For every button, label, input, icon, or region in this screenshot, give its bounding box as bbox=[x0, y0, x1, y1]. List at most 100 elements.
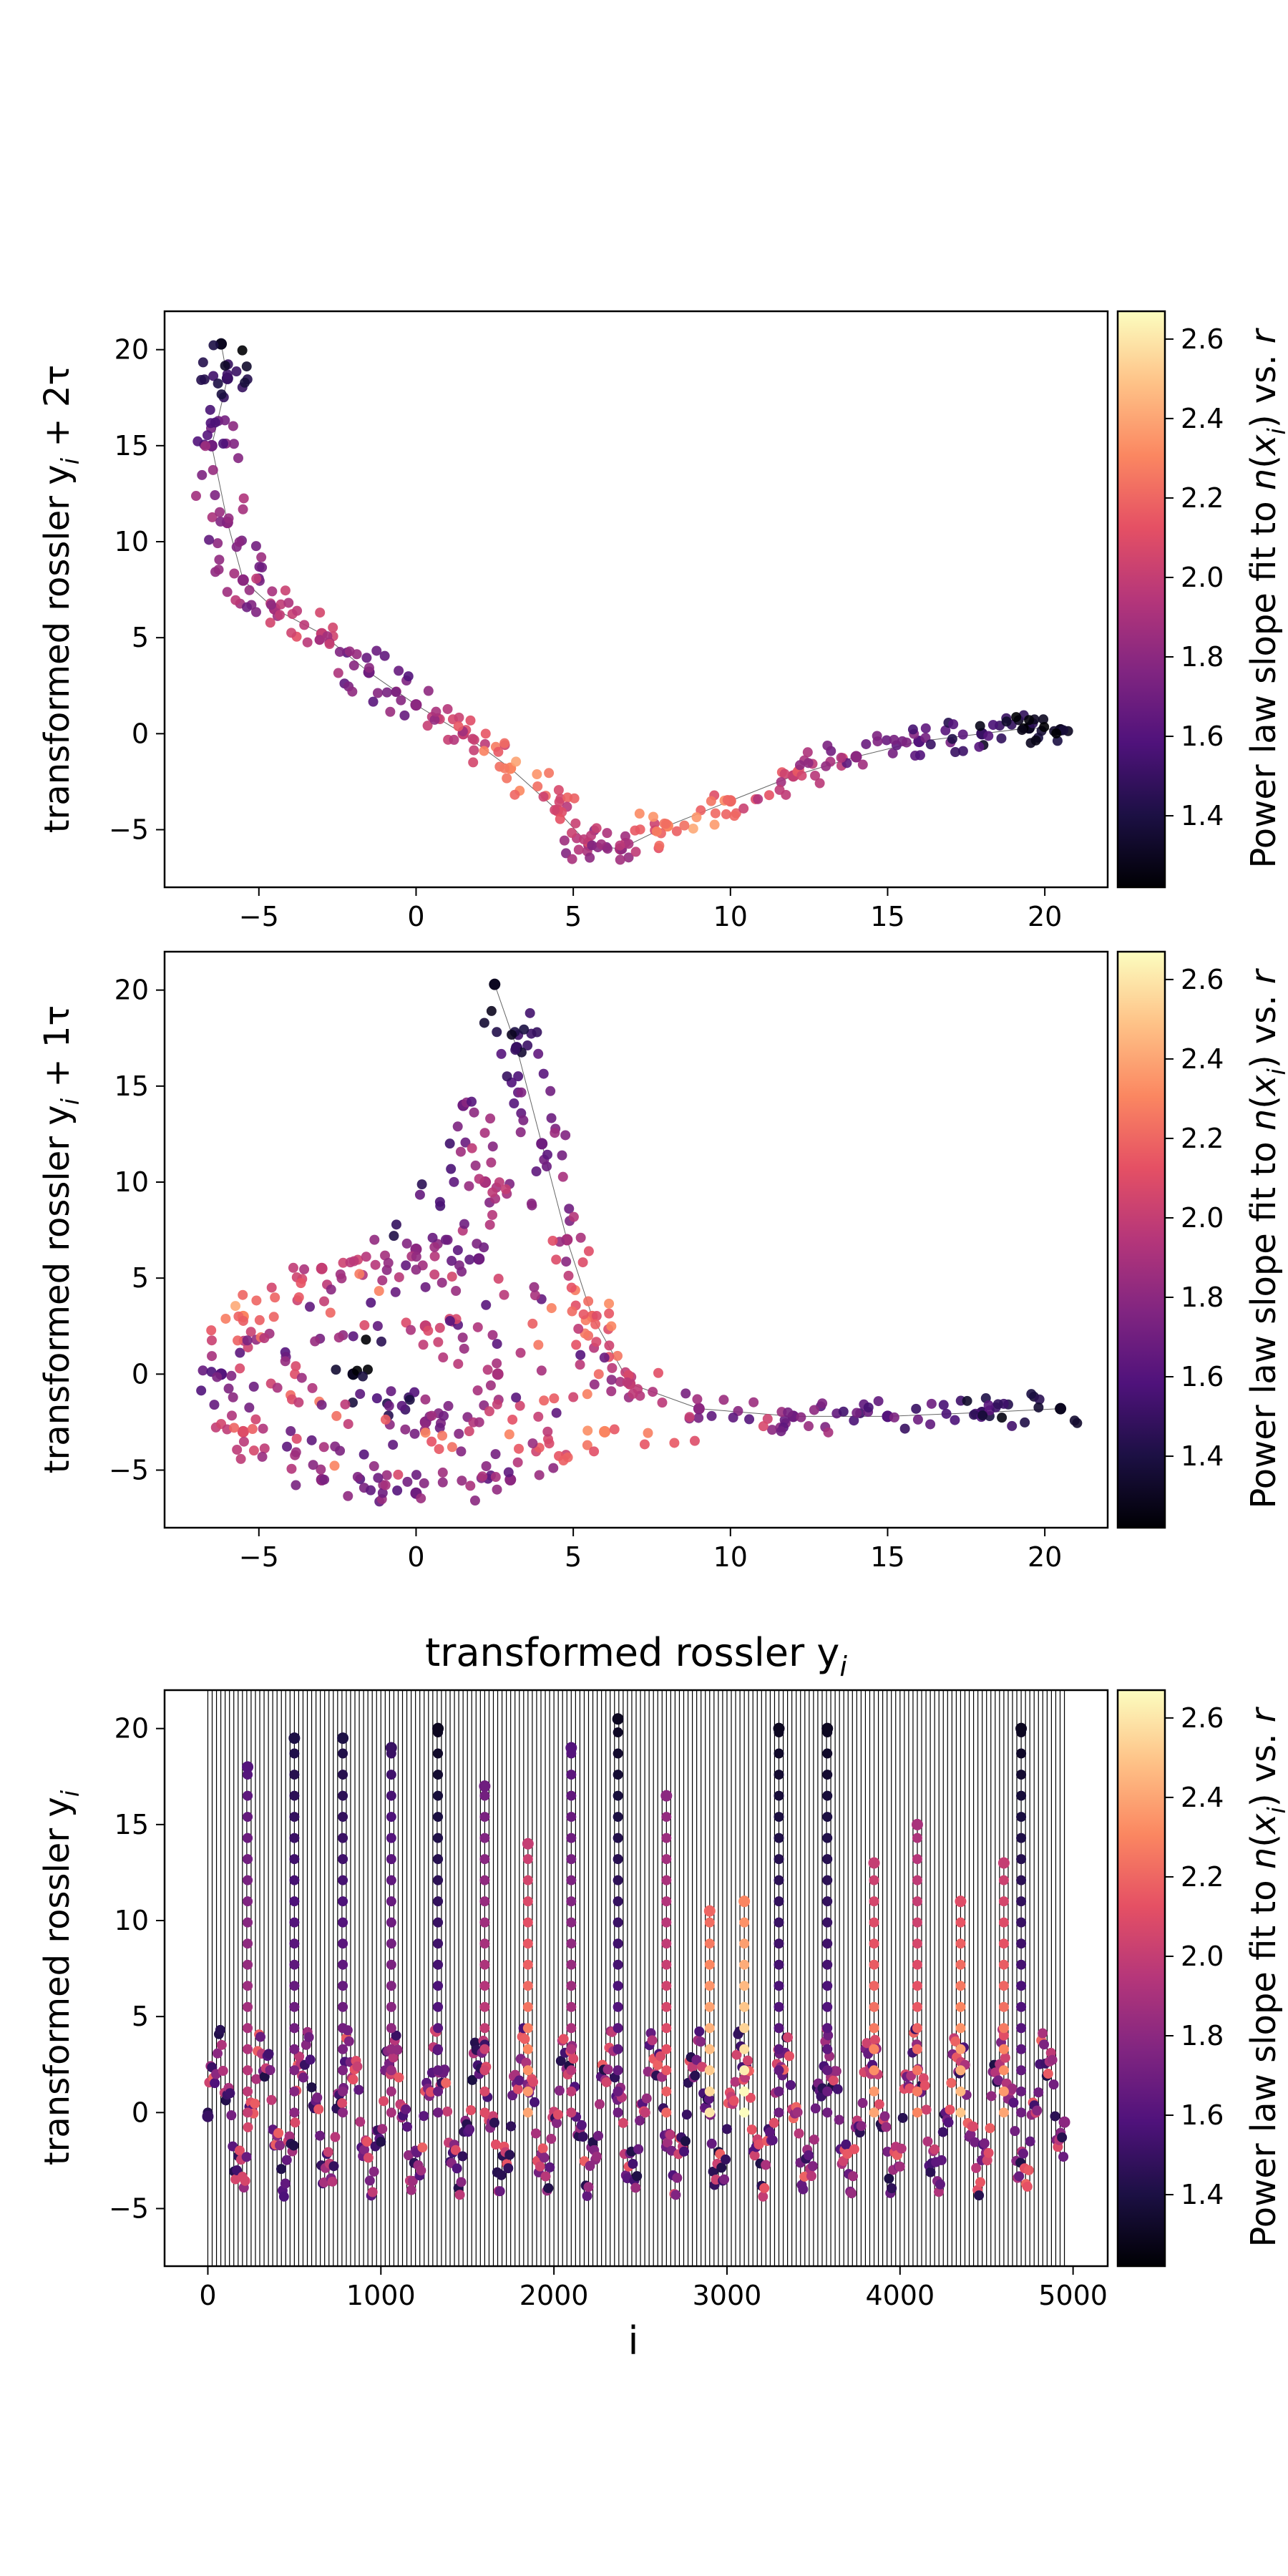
signal-point bbox=[856, 2121, 867, 2132]
signal-point bbox=[251, 2074, 262, 2084]
signal-point bbox=[315, 2130, 326, 2141]
trajectory-marker bbox=[419, 1478, 429, 1488]
trajectory-marker bbox=[470, 1160, 481, 1171]
signal-point bbox=[364, 2175, 375, 2186]
trajectory-marker bbox=[377, 1275, 388, 1286]
trajectory-marker bbox=[525, 1008, 535, 1018]
spike-point bbox=[522, 2107, 533, 2118]
trajectory-marker bbox=[446, 1163, 457, 1174]
trajectory-marker bbox=[451, 1285, 462, 1296]
signal-point bbox=[946, 2077, 957, 2088]
trajectory-marker bbox=[901, 737, 912, 748]
spike-point bbox=[338, 2107, 348, 2118]
trajectory-marker bbox=[209, 1400, 220, 1410]
spike-point bbox=[661, 1938, 672, 1949]
spike-point bbox=[998, 2044, 1009, 2054]
spike-point bbox=[912, 2001, 922, 2012]
colorbar-tick-label: 1.6 bbox=[1181, 2099, 1224, 2131]
colorbar-tick-label: 2.0 bbox=[1181, 1202, 1224, 1234]
trajectory-marker bbox=[437, 1430, 448, 1441]
trajectory-marker bbox=[1007, 1420, 1018, 1431]
trajectory-marker bbox=[329, 1460, 340, 1471]
spike-point bbox=[1016, 1770, 1027, 1780]
spike-point bbox=[955, 2065, 966, 2076]
trajectory-marker bbox=[208, 371, 219, 381]
trajectory-marker bbox=[372, 688, 383, 698]
signal-point bbox=[1000, 2052, 1010, 2063]
signal-point bbox=[425, 2087, 436, 2097]
signal-point bbox=[745, 2092, 756, 2103]
spike-point bbox=[661, 1812, 672, 1823]
signal-point bbox=[583, 2182, 594, 2192]
trajectory-marker bbox=[333, 668, 343, 678]
spike-point bbox=[243, 2107, 253, 2118]
spike-point bbox=[955, 2023, 966, 2034]
signal-point bbox=[804, 2150, 814, 2161]
trajectory-marker bbox=[388, 1440, 399, 1450]
trajectory-marker bbox=[399, 710, 410, 721]
plot-frame bbox=[163, 1689, 1109, 2268]
trajectory-marker bbox=[420, 1428, 431, 1438]
spike-point bbox=[338, 1812, 348, 1823]
trajectory-marker bbox=[310, 1336, 321, 1347]
signal-point bbox=[306, 2082, 317, 2093]
spike-point bbox=[912, 1854, 922, 1865]
trajectory-marker bbox=[567, 854, 577, 864]
spike-point bbox=[243, 2044, 253, 2054]
spike-point bbox=[774, 1981, 784, 1991]
signal-point bbox=[672, 2172, 683, 2183]
trajectory-marker bbox=[744, 1414, 755, 1425]
trajectory-marker bbox=[474, 1174, 484, 1184]
trajectory-marker bbox=[286, 1463, 297, 1474]
spike-point bbox=[613, 1727, 623, 1738]
spike-point bbox=[998, 2023, 1009, 2034]
signal-point bbox=[519, 2034, 530, 2044]
trajectory-marker bbox=[452, 1245, 463, 1256]
signal-point bbox=[687, 2062, 698, 2072]
trajectory-marker bbox=[563, 1270, 574, 1281]
signal-point bbox=[552, 2109, 563, 2120]
trajectory-marker bbox=[763, 790, 774, 801]
trajectory-marker bbox=[256, 552, 267, 562]
spike-point bbox=[566, 2107, 577, 2118]
trajectory-marker bbox=[464, 1426, 474, 1437]
signal-point bbox=[971, 2162, 982, 2173]
colorbar-label: Power law slope fit to n(xi) vs. r bbox=[1244, 967, 1288, 1508]
spike-point bbox=[774, 1833, 784, 1843]
trajectory-marker bbox=[423, 1325, 434, 1336]
data-point bbox=[1015, 1722, 1028, 1735]
trajectory-marker bbox=[758, 1421, 769, 1432]
trajectory-marker bbox=[561, 1257, 572, 1267]
signal-point bbox=[367, 2187, 378, 2197]
signal-point bbox=[407, 2175, 418, 2186]
trajectory-marker bbox=[804, 1421, 814, 1432]
trajectory-marker bbox=[558, 1455, 569, 1466]
spike-point bbox=[479, 1896, 490, 1907]
trajectory-marker bbox=[706, 1410, 717, 1421]
spike-point bbox=[338, 2001, 348, 2012]
trajectory-marker bbox=[207, 512, 218, 522]
signal-point bbox=[834, 2114, 844, 2125]
signal-point bbox=[416, 2165, 426, 2176]
y-tick-label: −5 bbox=[109, 1455, 149, 1486]
spike-point bbox=[661, 1917, 672, 1928]
colorbar-ticks: 1.4 1.6 1.8 2.0 2.2 2.4 2.6 bbox=[1165, 323, 1224, 831]
spike-point bbox=[522, 2044, 533, 2054]
trajectory-marker bbox=[1020, 1417, 1030, 1428]
trajectory-marker bbox=[630, 847, 641, 857]
trajectory-marker bbox=[481, 1299, 492, 1310]
spike-point bbox=[386, 1896, 396, 1907]
trajectory-marker bbox=[542, 1426, 553, 1437]
spike-point bbox=[774, 1917, 784, 1928]
trajectory-marker bbox=[539, 1395, 550, 1406]
trajectory-marker bbox=[783, 1407, 794, 1418]
signal-point bbox=[721, 2154, 731, 2165]
spike-point bbox=[1016, 1917, 1027, 1928]
x-axis-label: i bbox=[628, 2318, 638, 2363]
trajectory-marker bbox=[634, 809, 645, 819]
spike-point bbox=[566, 2065, 577, 2076]
trajectory-marker bbox=[404, 1395, 415, 1405]
spike-point bbox=[522, 1981, 533, 1991]
trajectory-marker bbox=[275, 599, 286, 610]
